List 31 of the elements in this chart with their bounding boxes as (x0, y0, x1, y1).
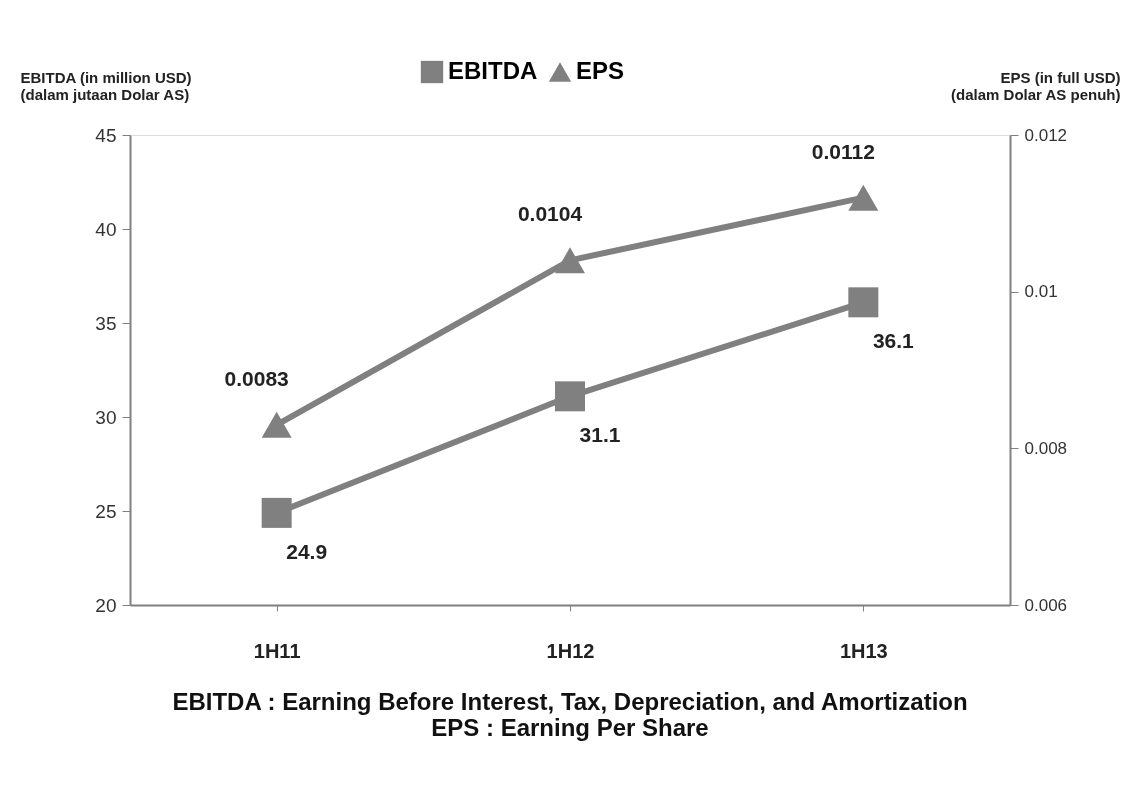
y-axis-title: EBITDA (in million USD) (dalam jutaan Dolar AS) (20, 68, 192, 103)
x-tick-label: 1H11 (253, 639, 301, 662)
y2-tick-label: 0.012 (1024, 125, 1068, 145)
y-tick-label: 45 (95, 124, 117, 146)
point (848, 184, 879, 211)
point (848, 287, 879, 318)
legend-label: EBITDA (448, 57, 538, 84)
y2-tick-label: 0.006 (1024, 595, 1068, 615)
point (261, 411, 292, 438)
data-label: 36.1 (872, 329, 915, 353)
x-tick-label: 1H12 (546, 639, 595, 662)
y2-tick-label: 0.008 (1024, 438, 1068, 458)
data-label: 0.0083 (224, 366, 289, 390)
data-label: 31.1 (579, 423, 621, 447)
y2-tick-label: 0.01 (1024, 282, 1058, 302)
text: EPS : Earning Per Share (431, 714, 709, 741)
point (555, 247, 585, 274)
data-label: 0.0112 (811, 139, 875, 163)
legend-label: EPS (576, 57, 625, 84)
y-tick-label: 20 (95, 594, 117, 616)
y-tick-label: 40 (95, 218, 117, 240)
y-tick-label: 25 (95, 500, 117, 522)
data-label: 24.9 (286, 539, 328, 563)
data-label: 0.0104 (517, 202, 583, 226)
x-tick-label: 1H13 (839, 639, 888, 662)
y-tick-label: 35 (95, 312, 117, 334)
y-tick-label: 30 (95, 406, 117, 428)
y2-axis-title: EPS (in full USD) (dalam Dolar AS penuh) (951, 68, 1121, 103)
point (261, 497, 292, 528)
text: EBITDA : Earning Before Interest, Tax, Depreciation, and Amortization (172, 688, 968, 715)
point (555, 381, 585, 412)
